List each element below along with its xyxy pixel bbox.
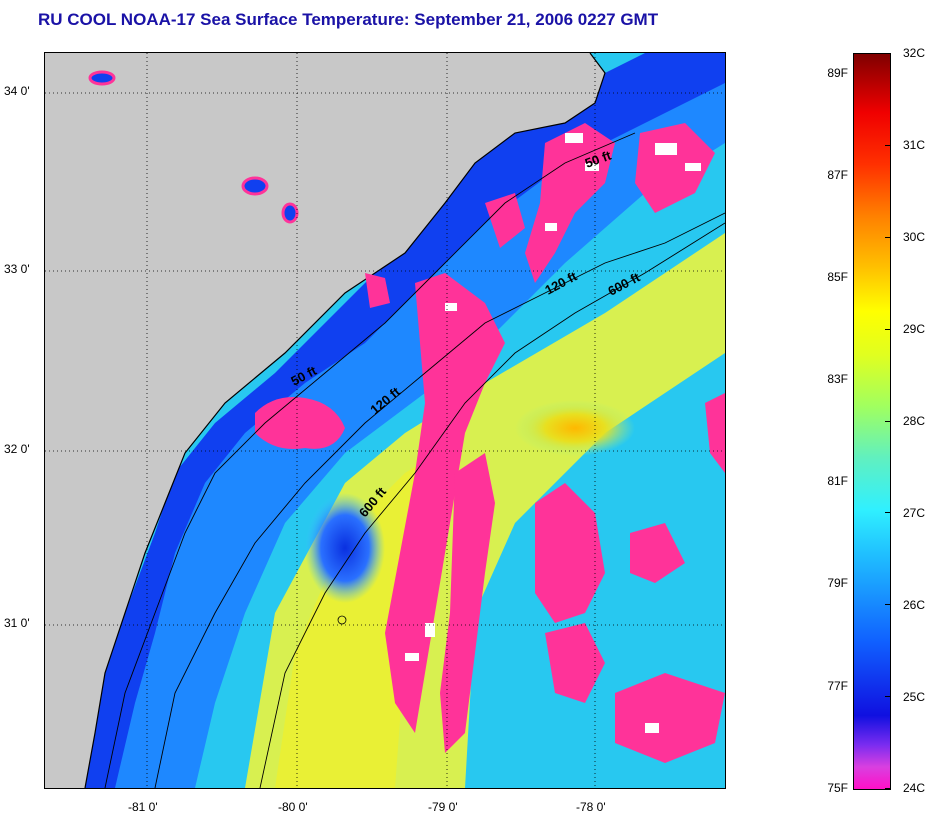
temperature-colorbar [853,53,891,790]
colorbar-c-label: 32C [903,46,926,60]
lat-label: 32 0' [4,442,30,456]
inland-lake [281,202,299,224]
colorbar-f-label: 79F [827,576,848,590]
colorbar-tick [885,420,890,422]
colorbar-tick [885,788,890,789]
no-data-flecks [405,133,701,733]
map-title: RU COOL NOAA-17 Sea Surface Temperature:… [38,10,659,29]
lat-label: 31 0' [4,616,30,630]
isobaths [104,132,725,788]
colorbar-c-label: 27C [903,506,926,520]
inland-lake [88,70,116,86]
colorbar-tick [885,604,890,606]
colorbar-c-label: 25C [903,690,926,704]
inland-lake [241,176,269,196]
colorbar-tick [885,53,890,54]
warm-patch [515,400,635,456]
colorbar-f-label: 77F [827,679,848,693]
sst-map-graphic: 50 ft 50 ft 120 ft 120 ft 600 ft 600 ft [45,53,725,788]
colorbar-tick [885,512,890,514]
colorbar-c-label: 26C [903,598,926,612]
colorbar-c-label: 31C [903,138,926,152]
sst-map[interactable]: 50 ft 50 ft 120 ft 120 ft 600 ft 600 ft [44,52,726,789]
colorbar-f-label: 87F [827,168,848,182]
colorbar-c-label: 30C [903,230,926,244]
coastline [84,53,606,788]
station-marker[interactable] [337,615,347,625]
colorbar-c-label: 24C [903,781,926,795]
cold-eddy [305,493,385,603]
colorbar-tick [885,144,890,146]
land [45,53,605,788]
colorbar-f-label: 81F [827,474,848,488]
lon-label: -79 0' [428,800,458,814]
graticule [45,53,725,788]
colorbar-tick [885,328,890,330]
lon-label: -81 0' [128,800,158,814]
colorbar-tick [885,236,890,238]
colorbar-c-label: 28C [903,414,926,428]
lat-label: 33 0' [4,262,30,276]
colorbar-f-label: 83F [827,372,848,386]
shelf-water [85,53,725,788]
colorbar-tick [885,696,890,698]
lat-label: 34 0' [4,84,30,98]
colorbar-c-label: 29C [903,322,926,336]
colorbar-f-label: 85F [827,270,848,284]
colorbar-f-label: 89F [827,66,848,80]
lon-label: -78 0' [576,800,606,814]
colorbar-f-label: 75F [827,781,848,795]
lon-label: -80 0' [278,800,308,814]
